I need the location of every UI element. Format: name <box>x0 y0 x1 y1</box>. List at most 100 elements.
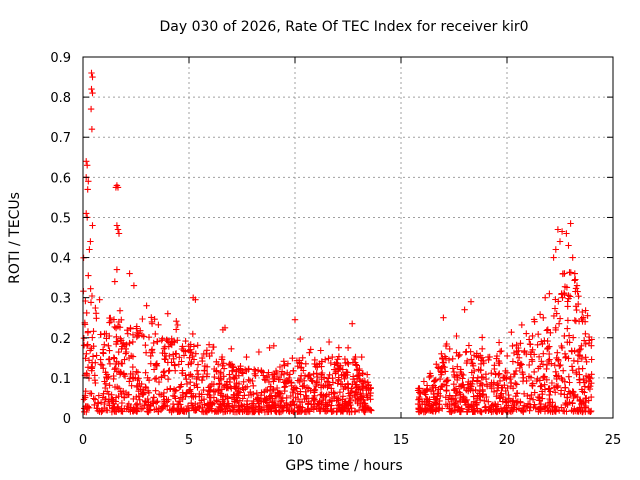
data-point <box>497 391 504 399</box>
data-point <box>115 230 123 237</box>
data-point <box>488 370 495 377</box>
data-point <box>280 358 287 365</box>
data-point <box>176 354 183 361</box>
data-point <box>443 378 450 385</box>
data-point <box>576 376 583 384</box>
data-point <box>442 394 449 401</box>
data-point <box>144 408 151 415</box>
data-point <box>343 408 351 415</box>
data-point <box>135 330 143 337</box>
data-point <box>349 359 357 366</box>
data-point <box>147 352 154 360</box>
data-point <box>188 358 195 366</box>
data-point <box>89 222 96 229</box>
data-point <box>284 360 292 367</box>
data-point <box>294 390 301 397</box>
data-point <box>582 330 589 337</box>
data-point <box>203 347 211 354</box>
data-point <box>546 350 553 358</box>
data-point <box>92 359 99 366</box>
data-point <box>513 381 520 388</box>
data-point <box>519 406 526 414</box>
data-point <box>218 353 226 361</box>
data-point <box>572 288 579 295</box>
data-point <box>150 339 157 347</box>
data-point <box>208 407 216 414</box>
data-point <box>538 382 545 389</box>
data-point <box>108 408 116 416</box>
data-point <box>495 339 503 346</box>
data-point <box>305 372 312 379</box>
data-point <box>106 355 113 363</box>
data-point <box>183 376 190 383</box>
data-point <box>365 406 373 413</box>
data-point <box>95 392 102 399</box>
data-point <box>491 362 498 369</box>
data-point <box>509 407 516 415</box>
data-point <box>465 342 473 349</box>
data-point <box>537 383 544 390</box>
data-point <box>579 318 586 325</box>
data-point <box>145 377 153 384</box>
data-point <box>511 371 519 378</box>
data-point <box>278 368 286 375</box>
data-point <box>250 404 257 412</box>
data-point <box>194 403 201 410</box>
data-point <box>580 314 587 321</box>
y-tick-label: 0.1 <box>50 372 71 387</box>
data-point <box>173 326 180 333</box>
data-point <box>81 408 88 415</box>
data-point <box>88 85 95 93</box>
data-point <box>201 362 209 370</box>
data-point <box>540 350 547 357</box>
data-point <box>572 285 580 292</box>
data-point <box>114 403 122 410</box>
data-point <box>458 396 466 403</box>
data-point <box>567 220 574 227</box>
data-point <box>161 396 168 403</box>
data-point <box>526 340 534 348</box>
data-point <box>330 389 337 396</box>
data-point <box>196 404 203 412</box>
data-point <box>175 361 182 368</box>
data-point <box>556 362 563 370</box>
data-point <box>312 363 319 370</box>
data-point <box>336 389 344 396</box>
data-point <box>341 355 349 363</box>
data-point <box>92 304 99 312</box>
data-point <box>585 333 593 341</box>
data-point <box>509 358 517 365</box>
data-point <box>561 391 568 398</box>
data-point <box>165 343 172 350</box>
data-point <box>545 357 552 365</box>
data-point <box>557 361 564 369</box>
data-point <box>84 162 91 169</box>
data-point <box>422 406 430 414</box>
data-point <box>164 310 171 317</box>
data-point <box>566 399 573 406</box>
data-point <box>358 353 365 361</box>
data-point <box>360 379 367 387</box>
data-point <box>357 400 364 407</box>
data-point <box>175 401 182 408</box>
data-point <box>485 356 492 364</box>
data-point <box>113 338 120 345</box>
data-point <box>329 353 336 361</box>
data-point <box>479 391 486 398</box>
data-point <box>570 357 578 364</box>
data-point <box>554 349 561 356</box>
data-point <box>206 352 213 360</box>
data-point <box>130 395 137 403</box>
data-point <box>582 307 589 314</box>
data-point <box>153 375 160 382</box>
data-point <box>531 401 538 408</box>
data-point <box>84 329 92 336</box>
data-point <box>185 343 192 350</box>
data-point <box>438 369 445 376</box>
data-point <box>278 371 285 379</box>
y-tick-label: 0.7 <box>50 131 71 146</box>
data-point <box>477 380 485 387</box>
data-point <box>116 307 124 314</box>
data-point <box>531 389 538 396</box>
